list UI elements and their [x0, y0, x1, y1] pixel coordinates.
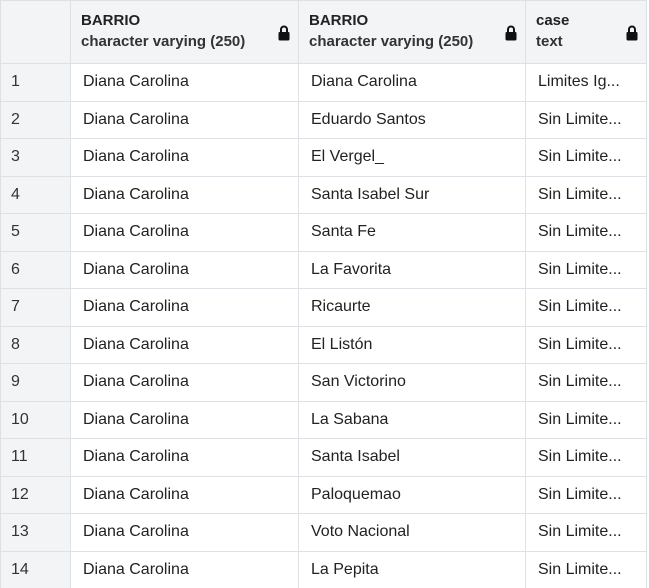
table-row[interactable]: 9 Diana Carolina San Victorino Sin Limite..… — [0, 363, 647, 402]
case-cell[interactable]: Sin Limite... — [525, 325, 647, 364]
barrio-1-cell[interactable]: Diana Carolina — [70, 438, 299, 477]
barrio-1-cell[interactable]: Diana Carolina — [70, 400, 299, 439]
case-cell[interactable]: Sin Limite... — [525, 475, 647, 514]
barrio-2-cell[interactable]: La Sabana — [298, 400, 526, 439]
barrio-2-cell[interactable]: El Listón — [298, 325, 526, 364]
row-number-cell[interactable]: 7 — [0, 288, 71, 327]
table-row[interactable]: 6 Diana Carolina La Favorita Sin Limite... — [0, 250, 647, 289]
barrio-2-cell[interactable]: Ricaurte — [298, 288, 526, 327]
barrio-2-cell[interactable]: La Pepita — [298, 550, 526, 588]
lock-icon — [626, 25, 638, 41]
column-header-case[interactable]: case text — [525, 0, 647, 64]
column-header-barrio-2[interactable]: BARRIO character varying (250) — [298, 0, 526, 64]
row-number-cell[interactable]: 6 — [0, 250, 71, 289]
table-row[interactable]: 11 Diana Carolina Santa Isabel Sin Limite..… — [0, 438, 647, 477]
lock-icon — [505, 25, 517, 41]
row-number-cell[interactable]: 10 — [0, 400, 71, 439]
row-number-cell[interactable]: 8 — [0, 325, 71, 364]
barrio-2-cell[interactable]: Santa Isabel Sur — [298, 175, 526, 214]
case-cell[interactable]: Sin Limite... — [525, 438, 647, 477]
row-number-cell[interactable]: 14 — [0, 550, 71, 588]
barrio-2-cell[interactable]: San Victorino — [298, 363, 526, 402]
barrio-2-cell[interactable]: Santa Isabel — [298, 438, 526, 477]
table-row[interactable]: 4 Diana Carolina Santa Isabel Sur Sin Limit… — [0, 175, 647, 214]
barrio-1-cell[interactable]: Diana Carolina — [70, 325, 299, 364]
column-name: BARRIO — [81, 12, 141, 29]
row-number-cell[interactable]: 4 — [0, 175, 71, 214]
case-cell[interactable]: Sin Limite... — [525, 400, 647, 439]
header-row: BARRIO character varying (250) BARRIO ch… — [0, 0, 647, 64]
table-row[interactable]: 12 Diana Carolina Paloquemao Sin Limite... — [0, 475, 647, 514]
table-row[interactable]: 5 Diana Carolina Santa Fe Sin Limite... — [0, 213, 647, 252]
row-number-header[interactable] — [0, 0, 71, 64]
barrio-2-cell[interactable]: Santa Fe — [298, 213, 526, 252]
column-header-barrio-1[interactable]: BARRIO character varying (250) — [70, 0, 299, 64]
barrio-1-cell[interactable]: Diana Carolina — [70, 550, 299, 588]
barrio-1-cell[interactable]: Diana Carolina — [70, 138, 299, 177]
case-cell[interactable]: Sin Limite... — [525, 175, 647, 214]
barrio-1-cell[interactable]: Diana Carolina — [70, 288, 299, 327]
barrio-2-cell[interactable]: Voto Nacional — [298, 513, 526, 552]
barrio-1-cell[interactable]: Diana Carolina — [70, 513, 299, 552]
case-cell[interactable]: Sin Limite... — [525, 288, 647, 327]
table-row[interactable]: 13 Diana Carolina Voto Nacional Sin Limite.… — [0, 513, 647, 552]
row-number-cell[interactable]: 11 — [0, 438, 71, 477]
row-number-cell[interactable]: 12 — [0, 475, 71, 514]
table-row[interactable]: 3 Diana Carolina El Vergel_ Sin Limite... — [0, 138, 647, 177]
column-type: character varying (250) — [309, 33, 474, 50]
case-cell[interactable]: Sin Limite... — [525, 100, 647, 139]
barrio-1-cell[interactable]: Diana Carolina — [70, 213, 299, 252]
barrio-1-cell[interactable]: Diana Carolina — [70, 63, 299, 102]
table-row[interactable]: 7 Diana Carolina Ricaurte Sin Limite... — [0, 288, 647, 327]
barrio-1-cell[interactable]: Diana Carolina — [70, 175, 299, 214]
barrio-2-cell[interactable]: El Vergel_ — [298, 138, 526, 177]
row-number-cell[interactable]: 9 — [0, 363, 71, 402]
column-name: BARRIO — [309, 12, 369, 29]
case-cell[interactable]: Sin Limite... — [525, 363, 647, 402]
table-body: 1 Diana Carolina Diana Carolina Limites Ig.… — [0, 63, 647, 588]
table-row[interactable]: 10 Diana Carolina La Sabana Sin Limite... — [0, 400, 647, 439]
barrio-2-cell[interactable]: Eduardo Santos — [298, 100, 526, 139]
barrio-1-cell[interactable]: Diana Carolina — [70, 363, 299, 402]
barrio-1-cell[interactable]: Diana Carolina — [70, 250, 299, 289]
case-cell[interactable]: Sin Limite... — [525, 513, 647, 552]
row-number-cell[interactable]: 3 — [0, 138, 71, 177]
row-number-cell[interactable]: 5 — [0, 213, 71, 252]
column-name: case — [536, 12, 570, 29]
case-cell[interactable]: Limites Ig... — [525, 63, 647, 102]
barrio-2-cell[interactable]: La Favorita — [298, 250, 526, 289]
table-row[interactable]: 1 Diana Carolina Diana Carolina Limites Ig.… — [0, 63, 647, 102]
table-row[interactable]: 2 Diana Carolina Eduardo Santos Sin Limite.… — [0, 100, 647, 139]
case-cell[interactable]: Sin Limite... — [525, 213, 647, 252]
barrio-1-cell[interactable]: Diana Carolina — [70, 100, 299, 139]
table-row[interactable]: 14 Diana Carolina La Pepita Sin Limite... — [0, 550, 647, 588]
case-cell[interactable]: Sin Limite... — [525, 550, 647, 588]
column-type: character varying (250) — [81, 33, 246, 50]
lock-icon — [278, 25, 290, 41]
column-type: text — [536, 33, 563, 50]
row-number-cell[interactable]: 1 — [0, 63, 71, 102]
barrio-2-cell[interactable]: Diana Carolina — [298, 63, 526, 102]
barrio-2-cell[interactable]: Paloquemao — [298, 475, 526, 514]
barrio-1-cell[interactable]: Diana Carolina — [70, 475, 299, 514]
row-number-cell[interactable]: 2 — [0, 100, 71, 139]
table-row[interactable]: 8 Diana Carolina El Listón Sin Limite... — [0, 325, 647, 364]
row-number-cell[interactable]: 13 — [0, 513, 71, 552]
case-cell[interactable]: Sin Limite... — [525, 250, 647, 289]
case-cell[interactable]: Sin Limite... — [525, 138, 647, 177]
